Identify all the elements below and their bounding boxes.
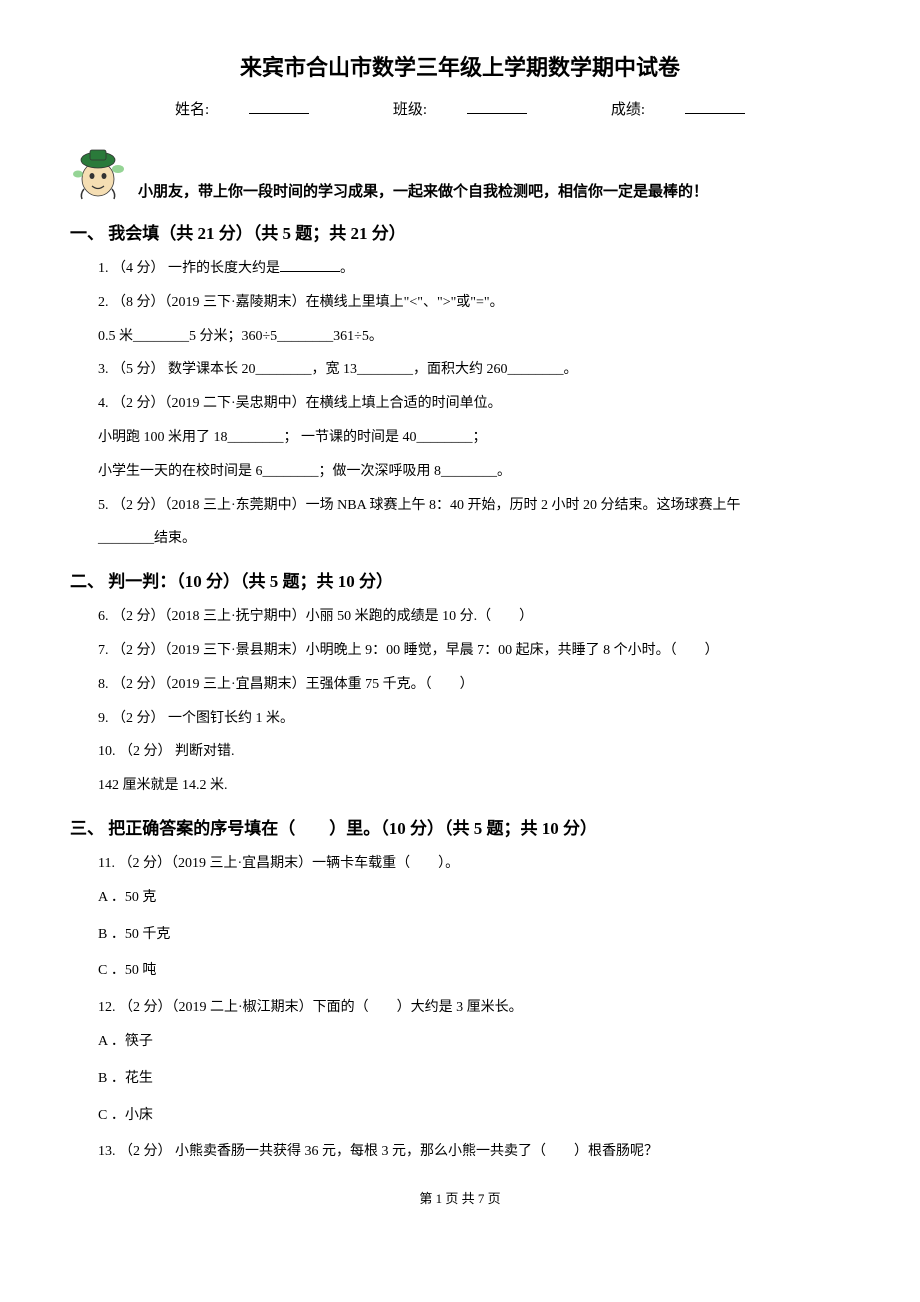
score-label: 成绩:: [591, 102, 765, 118]
question-7: 7. （2 分）（2019 三下·景县期末）小明晚上 9：00 睡觉，早晨 7：…: [98, 636, 850, 667]
question-2-sub: 0.5 米________5 分米；360÷5________361÷5。: [98, 322, 850, 353]
question-5: 5. （2 分）（2018 三上·东莞期中）一场 NBA 球赛上午 8：40 开…: [98, 491, 850, 522]
question-10: 10. （2 分） 判断对错.: [98, 737, 850, 768]
question-3: 3. （5 分） 数学课本长 20________，宽 13________，面…: [98, 355, 850, 386]
page-footer: 第 1 页 共 7 页: [70, 1188, 850, 1207]
name-label: 姓名:: [155, 102, 329, 118]
question-11: 11. （2 分）（2019 三上·宜昌期末）一辆卡车载重（ ）。: [98, 849, 850, 880]
question-4-sub2: 小学生一天的在校时间是 6________；做一次深呼吸用 8________。: [98, 457, 850, 488]
q11-option-c: C ．50 吨: [98, 956, 850, 987]
question-4-sub1: 小明跑 100 米用了 18________； 一节课的时间是 40______…: [98, 423, 850, 454]
q11-option-b: B ．50 千克: [98, 920, 850, 951]
q12-option-a: A ．筷子: [98, 1027, 850, 1058]
intro-text: 小朋友，带上你一段时间的学习成果，一起来做个自我检测吧，相信你一定是最棒的！: [138, 180, 708, 204]
question-6: 6. （2 分）（2018 三上·抚宁期中）小丽 50 米跑的成绩是 10 分.…: [98, 602, 850, 633]
q12-option-c: C ．小床: [98, 1101, 850, 1132]
mascot-intro-row: 小朋友，带上你一段时间的学习成果，一起来做个自我检测吧，相信你一定是最棒的！: [70, 144, 850, 204]
section-1-header: 一、 我会填（共 21 分）（共 5 题；共 21 分）: [70, 219, 850, 244]
question-8: 8. （2 分）（2019 三上·宜昌期末）王强体重 75 千克。（ ）: [98, 670, 850, 701]
question-4: 4. （2 分）（2019 二下·吴忠期中）在横线上填上合适的时间单位。: [98, 389, 850, 420]
section-2-header: 二、 判一判：（10 分）（共 5 题；共 10 分）: [70, 567, 850, 592]
exam-title: 来宾市合山市数学三年级上学期数学期中试卷: [70, 50, 850, 82]
question-5-sub: ________结束。: [98, 524, 850, 555]
mascot-icon: [70, 144, 130, 204]
question-1: 1. （4 分） 一拃的长度大约是。: [98, 254, 850, 285]
section-3-header: 三、 把正确答案的序号填在（ ）里。（10 分）（共 5 题；共 10 分）: [70, 814, 850, 839]
question-13: 13. （2 分） 小熊卖香肠一共获得 36 元，每根 3 元，那么小熊一共卖了…: [98, 1137, 850, 1168]
question-9: 9. （2 分） 一个图钉长约 1 米。: [98, 704, 850, 735]
header-fields: 姓名: 班级: 成绩:: [70, 98, 850, 119]
q11-option-a: A ．50 克: [98, 883, 850, 914]
q12-option-b: B ．花生: [98, 1064, 850, 1095]
class-label: 班级:: [373, 102, 547, 118]
question-2: 2. （8 分）（2019 三下·嘉陵期末）在横线上里填上"<"、">"或"="…: [98, 288, 850, 319]
question-12: 12. （2 分）（2019 二上·椒江期末）下面的（ ）大约是 3 厘米长。: [98, 993, 850, 1024]
question-10-sub: 142 厘米就是 14.2 米.: [98, 771, 850, 802]
